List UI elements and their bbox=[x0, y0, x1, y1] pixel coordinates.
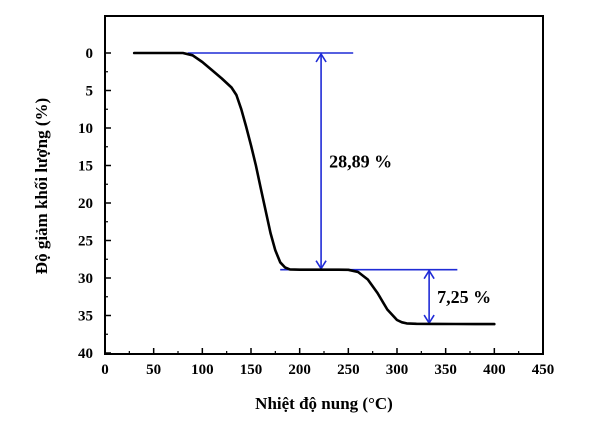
x-tick-label: 400 bbox=[483, 362, 506, 378]
y-tick-label: 15 bbox=[78, 159, 93, 175]
y-tick-label: 25 bbox=[78, 234, 93, 250]
x-tick-label: 200 bbox=[288, 362, 311, 378]
y-tick-label: 40 bbox=[78, 346, 93, 362]
y-tick-label: 30 bbox=[78, 271, 93, 287]
x-tick-label: 100 bbox=[191, 362, 214, 378]
y-tick-label: 5 bbox=[86, 84, 94, 100]
annotation-label: 28,89 % bbox=[329, 151, 392, 171]
x-tick-label: 450 bbox=[532, 362, 555, 378]
y-tick-label: 10 bbox=[78, 121, 93, 137]
reference-lines bbox=[187, 52, 458, 325]
x-tick-label: 150 bbox=[240, 362, 263, 378]
y-axis-ticks: 0 5 10 15 20 25 30 35 40 bbox=[78, 46, 111, 362]
annotation-label: 7,25 % bbox=[437, 287, 491, 307]
x-axis-ticks: 0 50 100 150 200 250 300 350 400 450 bbox=[101, 348, 554, 378]
x-axis-label: Nhiệt độ nung (°C) bbox=[255, 394, 393, 413]
y-axis-label: Độ giảm khối lượng (%) bbox=[32, 98, 51, 274]
annotation-arrows bbox=[315, 52, 435, 325]
annotation-arrowhead-top bbox=[315, 52, 327, 63]
y-tick-label: 20 bbox=[78, 196, 93, 212]
x-tick-label: 0 bbox=[101, 362, 109, 378]
x-tick-label: 300 bbox=[386, 362, 409, 378]
y-tick-label: 0 bbox=[86, 46, 94, 62]
y-tick-label: 35 bbox=[78, 309, 93, 325]
annotation-labels: 28,89 % 7,25 % bbox=[329, 151, 491, 307]
x-tick-label: 50 bbox=[146, 362, 161, 378]
x-tick-label: 350 bbox=[434, 362, 457, 378]
x-tick-label: 250 bbox=[337, 362, 360, 378]
annotation-arrowhead-top bbox=[423, 269, 435, 280]
mass-loss-curve bbox=[132, 51, 496, 326]
